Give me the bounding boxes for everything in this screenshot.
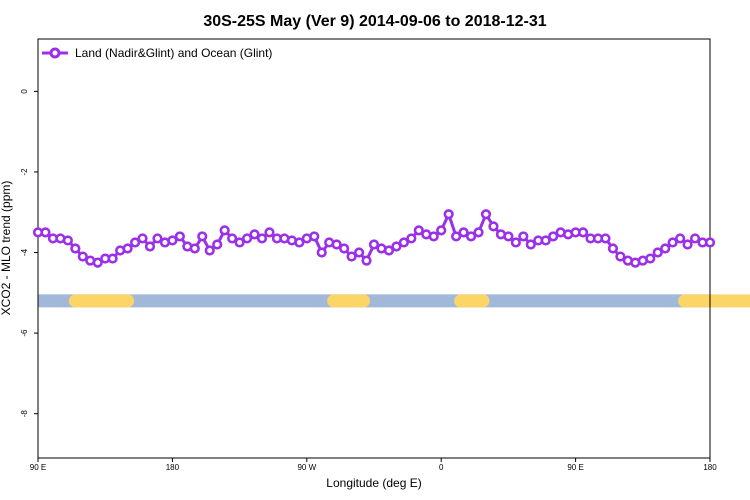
data-point — [548, 231, 559, 242]
data-point — [294, 237, 305, 248]
legend: Land (Nadir&Glint) and Ocean (Glint) — [42, 46, 272, 60]
y-axis: 0 -2 -4 -6 -8 — [20, 89, 38, 418]
data-point — [458, 227, 469, 238]
x-tick-label-3: 0 — [439, 463, 444, 472]
data-point — [62, 235, 73, 246]
data-point — [40, 227, 51, 238]
data-point — [473, 227, 484, 238]
x-axis: 90 E 180 90 W 0 90 E 180 — [30, 458, 717, 472]
plot-frame — [37, 38, 711, 459]
data-point — [346, 251, 357, 262]
data-point — [234, 237, 245, 248]
data-point — [107, 253, 118, 264]
data-point — [413, 225, 424, 236]
data-point — [144, 241, 156, 252]
data-point — [436, 225, 447, 236]
data-point — [339, 243, 350, 254]
data-point — [451, 231, 462, 242]
data-point — [249, 229, 260, 240]
data-point — [398, 237, 409, 248]
data-point — [219, 225, 230, 236]
data-point — [316, 247, 327, 258]
data-point — [540, 235, 551, 246]
data-point — [241, 233, 253, 244]
data-point — [615, 251, 626, 262]
data-point — [383, 245, 395, 256]
data-point — [129, 237, 141, 248]
data-point — [525, 239, 536, 250]
data-point — [256, 233, 268, 244]
x-tick-label-0: 90 E — [30, 463, 46, 472]
data-point — [212, 239, 223, 250]
data-point — [70, 243, 81, 254]
data-point — [189, 243, 200, 254]
data-point — [704, 237, 716, 248]
data-point — [480, 209, 492, 220]
data-point — [682, 239, 693, 250]
data-point — [503, 231, 514, 242]
data-point — [652, 247, 663, 258]
chart-title: 30S-25S May (Ver 9) 2014-09-06 to 2018-1… — [203, 13, 546, 30]
data-point — [406, 233, 417, 244]
data-point — [197, 231, 208, 242]
y-axis-label: XCO2 - MLO trend (ppm) — [0, 181, 13, 316]
y-tick-label-3: -6 — [20, 329, 29, 337]
data-point — [645, 253, 656, 264]
data-point — [607, 243, 619, 254]
data-point — [510, 237, 521, 248]
data-point — [660, 243, 671, 254]
data-point — [152, 233, 163, 244]
data-point — [577, 227, 589, 238]
data-point — [391, 241, 402, 252]
data-point — [331, 239, 342, 250]
data-point — [443, 209, 454, 220]
data-point — [309, 231, 320, 242]
data-point — [361, 255, 372, 266]
data-point — [204, 245, 215, 256]
x-tick-label-5: 180 — [703, 463, 717, 472]
x-tick-label-1: 180 — [166, 463, 180, 472]
data-point — [675, 233, 686, 244]
y-tick-label-1: -2 — [20, 168, 29, 176]
data-point — [167, 235, 178, 246]
data-point — [667, 237, 678, 248]
legend-label: Land (Nadir&Glint) and Ocean (Glint) — [75, 46, 272, 60]
data-point — [92, 257, 103, 268]
data-point — [353, 247, 365, 258]
x-tick-label-4: 90 E — [567, 463, 583, 472]
data-point — [77, 251, 88, 262]
legend-marker — [49, 47, 61, 59]
x-tick-label-2: 90 W — [297, 463, 316, 472]
y-tick-label-0: 0 — [20, 89, 29, 94]
data-point — [137, 233, 148, 244]
data-point — [428, 231, 439, 242]
data-point — [488, 221, 499, 232]
data-point — [227, 233, 238, 244]
data-point — [368, 239, 380, 250]
y-tick-label-2: -4 — [20, 248, 29, 256]
data-point — [465, 231, 477, 242]
data-point — [518, 231, 529, 242]
data-point — [122, 243, 133, 254]
data-point — [600, 233, 611, 244]
data-point — [174, 231, 185, 242]
data-point — [264, 227, 275, 238]
y-tick-label-4: -8 — [20, 410, 29, 418]
series-layer — [32, 209, 716, 268]
data-point — [689, 233, 701, 244]
x-axis-label: Longitude (deg E) — [326, 476, 421, 490]
